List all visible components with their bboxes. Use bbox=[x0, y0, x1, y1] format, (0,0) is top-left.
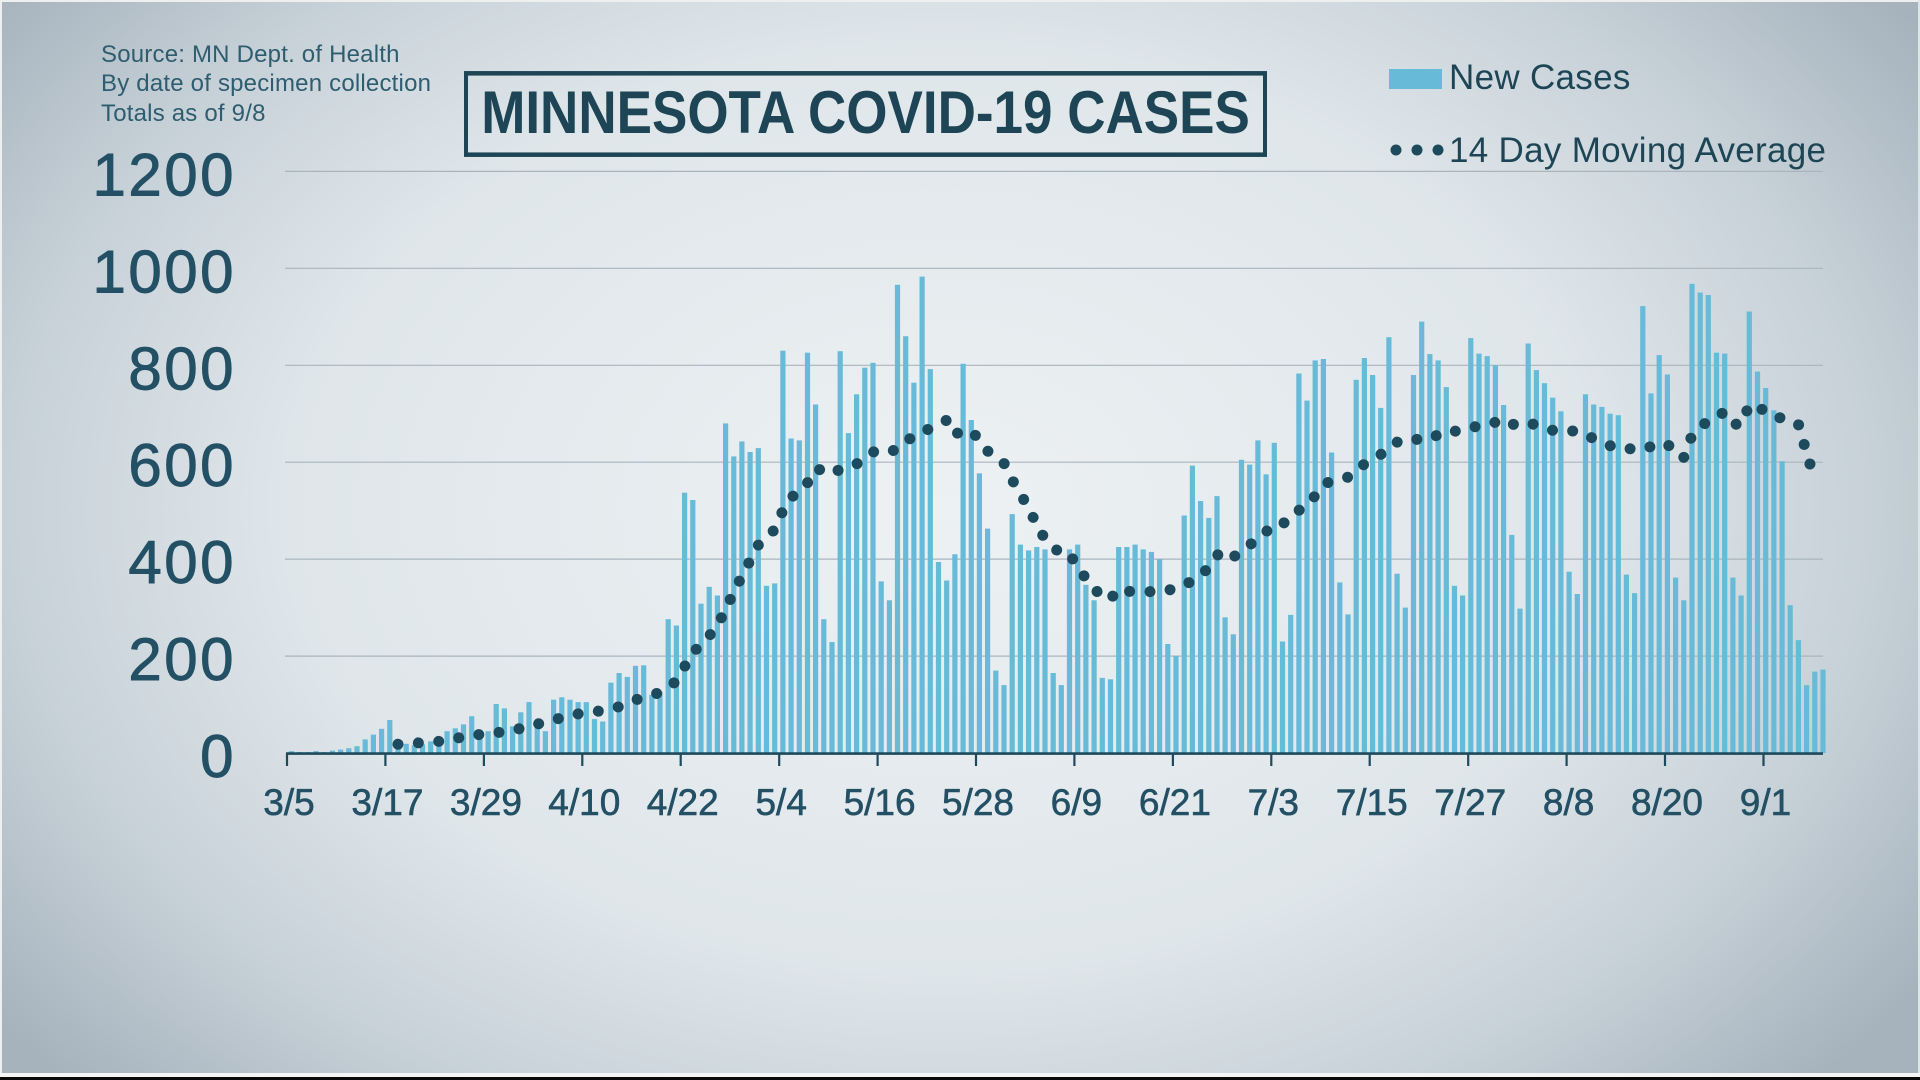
svg-text:5/28: 5/28 bbox=[942, 782, 1014, 823]
svg-text:3/17: 3/17 bbox=[351, 782, 423, 823]
svg-text:5/16: 5/16 bbox=[844, 782, 916, 823]
svg-text:8/20: 8/20 bbox=[1631, 782, 1703, 823]
svg-text:800: 800 bbox=[128, 335, 236, 402]
svg-text:7/15: 7/15 bbox=[1336, 782, 1408, 823]
svg-text:3/29: 3/29 bbox=[450, 782, 522, 823]
svg-text:600: 600 bbox=[128, 432, 236, 499]
svg-text:5/4: 5/4 bbox=[755, 782, 806, 823]
svg-text:400: 400 bbox=[128, 529, 236, 596]
svg-text:9/1: 9/1 bbox=[1740, 782, 1791, 823]
svg-text:4/22: 4/22 bbox=[647, 782, 719, 823]
svg-text:4/10: 4/10 bbox=[548, 782, 620, 823]
svg-text:7/3: 7/3 bbox=[1248, 782, 1299, 823]
svg-text:8/8: 8/8 bbox=[1543, 782, 1594, 823]
svg-text:3/5: 3/5 bbox=[263, 782, 314, 823]
svg-text:0: 0 bbox=[200, 723, 236, 790]
svg-text:200: 200 bbox=[128, 626, 236, 693]
svg-text:1000: 1000 bbox=[93, 238, 236, 305]
svg-text:1200: 1200 bbox=[93, 141, 236, 208]
svg-text:6/9: 6/9 bbox=[1051, 782, 1102, 823]
svg-text:6/21: 6/21 bbox=[1139, 782, 1211, 823]
svg-text:7/27: 7/27 bbox=[1434, 782, 1506, 823]
